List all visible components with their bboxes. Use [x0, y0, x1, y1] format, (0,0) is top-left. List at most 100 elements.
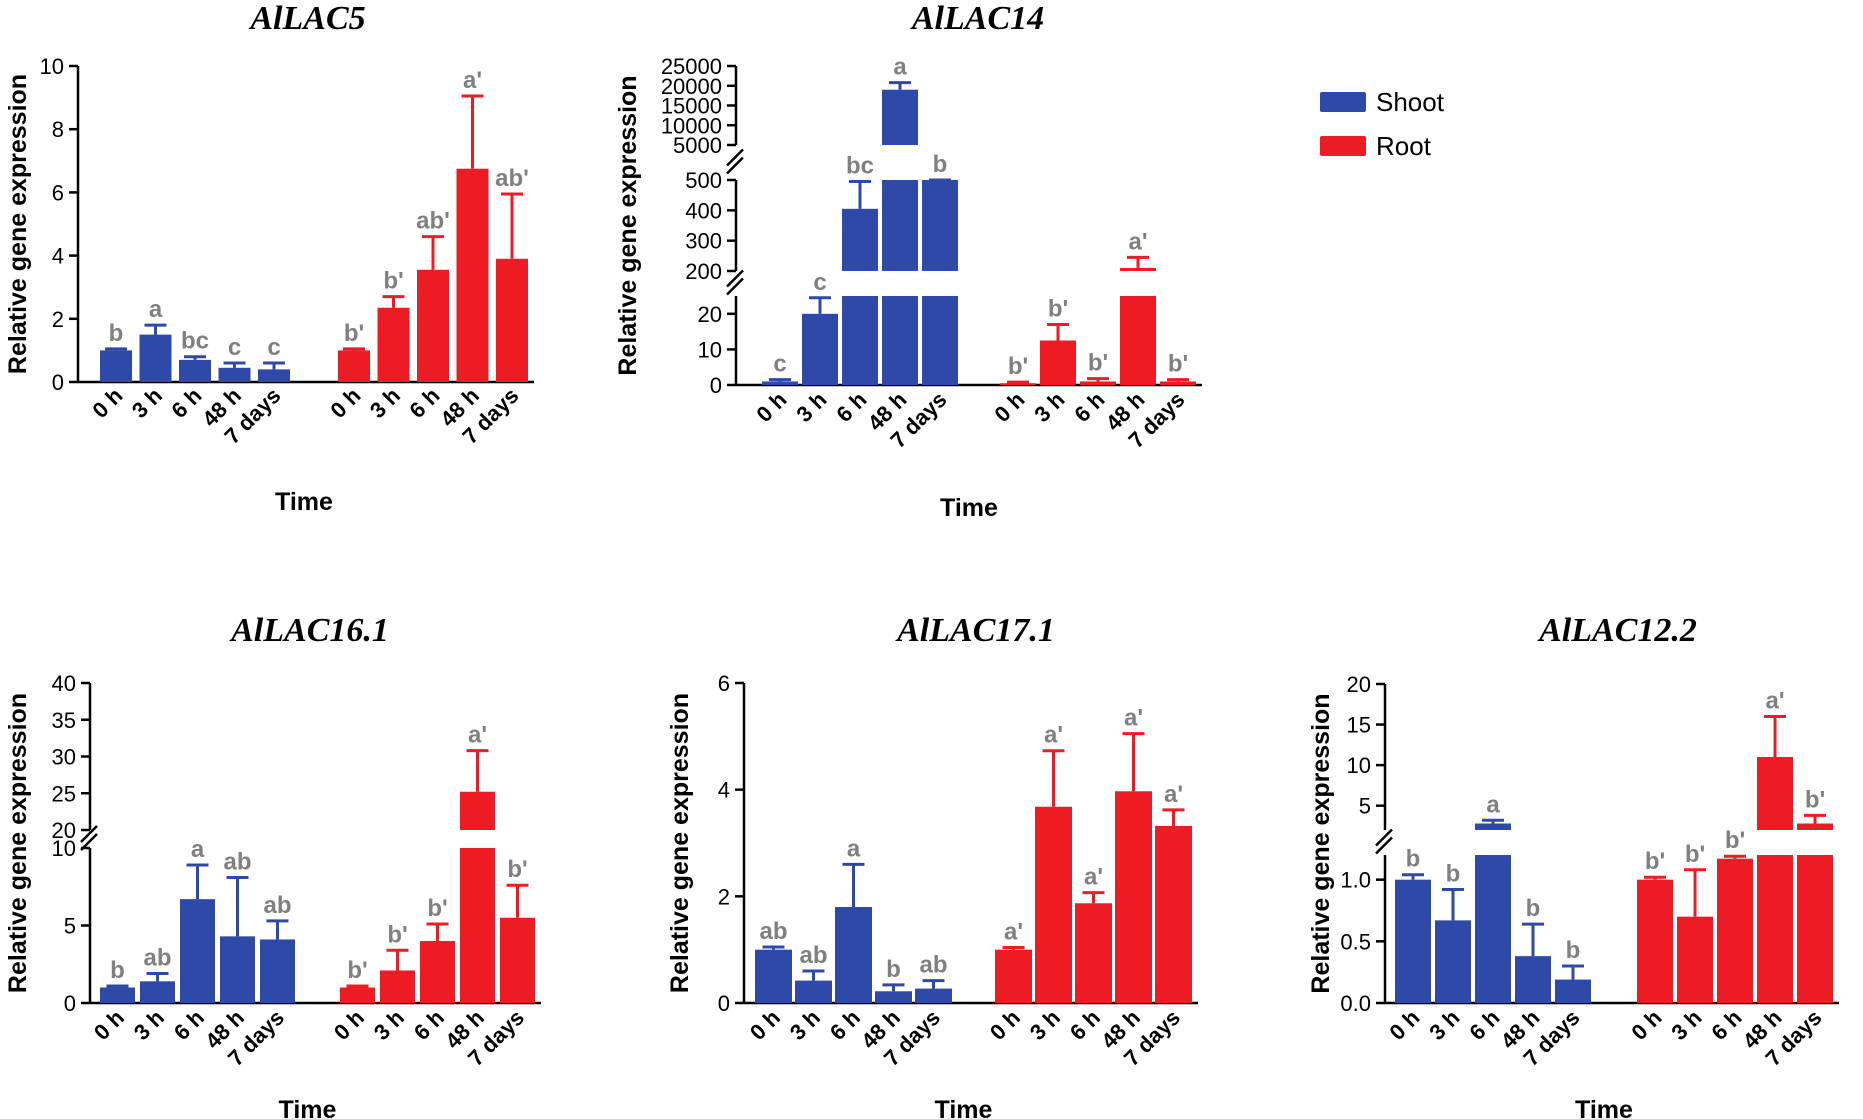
chart-panel-1: AlLAC5 Relative gene expression Time 0 2 4 6 8 1…	[4, 0, 534, 516]
significance-label: c	[228, 334, 241, 361]
significance-label: b'	[1048, 295, 1068, 322]
x-tick-label: 3 h	[1025, 1005, 1065, 1045]
legend-label-root: Root	[1376, 131, 1432, 161]
x-tick-label: 0 h	[745, 1005, 785, 1045]
bar	[260, 939, 295, 1003]
bar	[340, 987, 375, 1003]
bar	[842, 296, 878, 385]
axis-break-mark	[726, 269, 744, 288]
y-tick-label: 15000	[661, 94, 722, 119]
y-tick-label: 10000	[661, 113, 722, 138]
chart-title: AlLAC14	[910, 0, 1044, 37]
bar	[496, 258, 528, 382]
axis-break-mark	[1375, 828, 1393, 847]
bar	[1080, 381, 1116, 385]
y-tick-label: 400	[685, 198, 722, 223]
bar	[1797, 855, 1833, 1003]
significance-label: b	[1406, 846, 1421, 873]
significance-label: ab'	[416, 208, 450, 235]
y-tick-label: 20	[1347, 672, 1371, 697]
bar	[1155, 825, 1192, 1003]
bar	[1000, 383, 1036, 385]
significance-label: b	[933, 151, 948, 178]
y-tick-label: 2	[718, 884, 730, 909]
y-tick-label: 40	[52, 671, 76, 696]
bar	[100, 987, 135, 1003]
y-tick-label: 500	[685, 168, 722, 193]
bar	[835, 907, 872, 1003]
significance-label: b'	[1685, 841, 1705, 868]
y-axis-title: Relative gene expression	[614, 75, 642, 375]
x-axis-title: Time	[940, 494, 998, 522]
y-axis-title: Relative gene expression	[4, 693, 32, 993]
y-tick-label: 0	[64, 991, 76, 1016]
significance-label: ab	[759, 918, 787, 945]
axis-break-mark	[1375, 836, 1393, 855]
y-tick-label: 20	[52, 818, 76, 843]
significance-label: a'	[1004, 919, 1023, 946]
significance-label: b'	[387, 921, 407, 948]
y-tick-label: 5	[64, 914, 76, 939]
significance-label: b	[110, 957, 125, 984]
bar	[1395, 879, 1431, 1003]
bar	[500, 917, 535, 1003]
bar	[338, 350, 370, 382]
significance-label: b	[109, 320, 124, 347]
y-tick-label: 8	[52, 117, 64, 142]
bar	[258, 369, 290, 382]
x-tick-label: 0 h	[325, 383, 365, 423]
y-tick-label: 15	[1347, 713, 1371, 738]
y-tick-label: 6	[52, 180, 64, 205]
significance-label: a'	[1765, 687, 1784, 714]
legend-swatch-root	[1320, 136, 1366, 156]
y-tick-label: 0	[718, 991, 730, 1016]
y-tick-label: 5	[1359, 794, 1371, 819]
bar	[915, 988, 952, 1003]
chart-title: AlLAC17.1	[895, 612, 1055, 649]
bar	[140, 981, 175, 1003]
y-axis-title: Relative gene expression	[666, 693, 694, 993]
x-tick-label: 0 h	[89, 1005, 129, 1045]
y-tick-label: 10	[40, 54, 64, 79]
axis-break-mark	[726, 156, 744, 175]
chart-panel-2: AlLAC14 Relative gene expression Time 0 10 20…	[614, 0, 1202, 522]
bar	[795, 980, 832, 1003]
significance-label: c	[773, 351, 786, 378]
bar	[139, 334, 172, 382]
x-tick-label: 0 h	[1384, 1005, 1424, 1045]
x-tick-label: 3 h	[1029, 387, 1069, 427]
legend-swatch-shoot	[1320, 92, 1366, 112]
y-tick-label: 0.0	[1340, 991, 1371, 1016]
significance-label: b	[1446, 861, 1461, 888]
x-tick-label: 3 h	[127, 383, 167, 423]
x-tick-label: 0 h	[329, 1005, 369, 1045]
significance-label: b'	[427, 895, 447, 922]
bar	[755, 949, 792, 1003]
significance-label: b'	[344, 320, 364, 347]
bar	[1515, 956, 1551, 1003]
significance-label: b'	[1088, 350, 1108, 377]
bar	[456, 168, 489, 382]
chart-title: AlLAC5	[248, 0, 365, 37]
significance-label: a	[149, 296, 163, 323]
bar	[1797, 823, 1833, 830]
bar	[882, 180, 918, 271]
bar	[1677, 916, 1713, 1003]
y-tick-label: 35	[52, 708, 76, 733]
significance-label: ab	[919, 952, 947, 979]
bar	[1637, 879, 1673, 1003]
bar	[1717, 858, 1753, 1003]
significance-label: ab	[223, 848, 251, 875]
y-tick-label: 10	[698, 337, 722, 362]
significance-label: b'	[1008, 353, 1028, 380]
significance-label: c	[813, 269, 826, 296]
bar	[1435, 920, 1471, 1003]
significance-label: b	[1526, 895, 1541, 922]
x-axis-title: Time	[935, 1096, 993, 1119]
bar	[842, 208, 878, 271]
bar	[922, 296, 958, 385]
legend-label-shoot: Shoot	[1376, 87, 1445, 117]
significance-label: a'	[463, 67, 482, 94]
significance-label: bc	[181, 328, 209, 355]
